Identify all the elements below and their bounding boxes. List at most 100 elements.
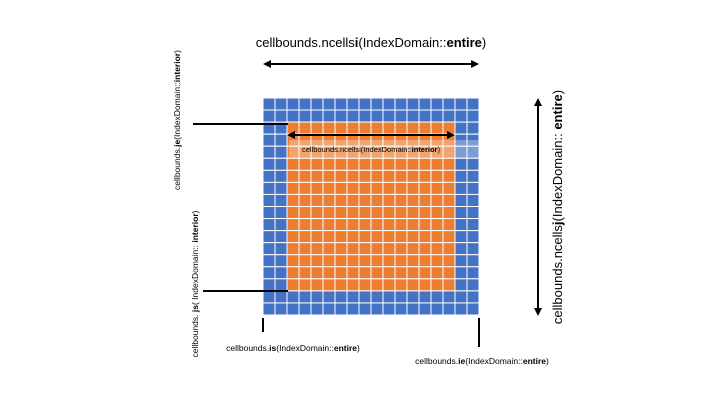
ghost-cell xyxy=(346,302,360,316)
interior-cell xyxy=(382,193,396,207)
interior-cell xyxy=(430,218,444,232)
interior-cell xyxy=(346,193,360,207)
ghost-cell xyxy=(262,266,276,280)
interior-cell xyxy=(418,230,432,244)
interior-cell xyxy=(322,254,336,268)
interior-cell xyxy=(430,206,444,220)
interior-cell xyxy=(382,206,396,220)
interior-cell xyxy=(310,278,324,292)
ghost-cell xyxy=(322,290,336,304)
ghost-cell xyxy=(262,133,276,147)
interior-cell xyxy=(286,121,300,135)
ghost-cell xyxy=(382,290,396,304)
ghost-cell xyxy=(286,109,300,123)
interior-cell xyxy=(442,230,456,244)
interior-cell xyxy=(418,218,432,232)
interior-cell xyxy=(322,169,336,183)
ghost-cell xyxy=(430,109,444,123)
interior-cell xyxy=(298,181,312,195)
ghost-cell xyxy=(346,109,360,123)
ghost-cell xyxy=(358,109,372,123)
interior-cell xyxy=(430,266,444,280)
interior-cell xyxy=(430,278,444,292)
ie-entire-label: cellbounds.ie(IndexDomain::entire) xyxy=(415,356,549,366)
ghost-cell xyxy=(262,109,276,123)
ghost-cell xyxy=(466,266,480,280)
interior-cell xyxy=(310,206,324,220)
interior-cell xyxy=(430,230,444,244)
interior-cell xyxy=(310,169,324,183)
interior-cell xyxy=(418,278,432,292)
ghost-cell xyxy=(454,206,468,220)
interior-cell xyxy=(286,266,300,280)
ncellsj-entire-label: cellbounds.ncellsj(IndexDomain:: entire) xyxy=(550,90,565,324)
interior-cell xyxy=(442,181,456,195)
interior-cell xyxy=(442,218,456,232)
interior-cell xyxy=(370,157,384,171)
interior-cell xyxy=(310,230,324,244)
ghost-cell xyxy=(454,218,468,232)
interior-cell xyxy=(370,254,384,268)
ghost-cell xyxy=(322,97,336,111)
ghost-cell xyxy=(274,290,288,304)
interior-cell xyxy=(406,121,420,135)
interior-cell xyxy=(406,206,420,220)
ghost-cell xyxy=(370,97,384,111)
interior-cell xyxy=(370,121,384,135)
interior-cell xyxy=(430,242,444,256)
interior-cell xyxy=(394,181,408,195)
ghost-cell xyxy=(274,109,288,123)
ghost-cell xyxy=(454,181,468,195)
interior-cell xyxy=(334,157,348,171)
ghost-cell xyxy=(454,242,468,256)
interior-cell xyxy=(418,266,432,280)
interior-cell xyxy=(334,218,348,232)
ghost-cell xyxy=(298,290,312,304)
ghost-cell xyxy=(334,302,348,316)
ghost-cell xyxy=(274,97,288,111)
ghost-cell xyxy=(274,302,288,316)
interior-cell xyxy=(310,242,324,256)
ghost-cell xyxy=(406,302,420,316)
interior-cell xyxy=(334,181,348,195)
ghost-cell xyxy=(322,109,336,123)
ghost-cell xyxy=(262,181,276,195)
ghost-cell xyxy=(418,109,432,123)
interior-cell xyxy=(358,206,372,220)
interior-cell xyxy=(310,157,324,171)
ghost-cell xyxy=(310,302,324,316)
interior-cell xyxy=(346,181,360,195)
ghost-cell xyxy=(274,278,288,292)
interior-cell xyxy=(430,181,444,195)
interior-cell xyxy=(358,218,372,232)
interior-label-band xyxy=(289,140,479,158)
ghost-cell xyxy=(274,242,288,256)
interior-cell xyxy=(310,218,324,232)
ghost-cell xyxy=(466,242,480,256)
interior-cell xyxy=(370,193,384,207)
ghost-cell xyxy=(466,290,480,304)
interior-cell xyxy=(418,193,432,207)
interior-cell xyxy=(382,278,396,292)
ghost-cell xyxy=(466,254,480,268)
ghost-cell xyxy=(454,97,468,111)
interior-cell xyxy=(382,169,396,183)
interior-cell xyxy=(406,181,420,195)
ghost-cell xyxy=(382,97,396,111)
ghost-cell xyxy=(466,193,480,207)
interior-cell xyxy=(298,193,312,207)
interior-cell xyxy=(406,193,420,207)
interior-cell xyxy=(298,169,312,183)
cell-grid xyxy=(262,97,480,316)
ghost-cell xyxy=(274,133,288,147)
interior-cell xyxy=(382,266,396,280)
interior-cell xyxy=(334,230,348,244)
interior-cell xyxy=(334,254,348,268)
interior-cell xyxy=(442,193,456,207)
ghost-cell xyxy=(394,290,408,304)
ghost-cell xyxy=(262,97,276,111)
interior-cell xyxy=(334,278,348,292)
interior-cell xyxy=(358,254,372,268)
interior-cell xyxy=(418,242,432,256)
ghost-cell xyxy=(466,121,480,135)
